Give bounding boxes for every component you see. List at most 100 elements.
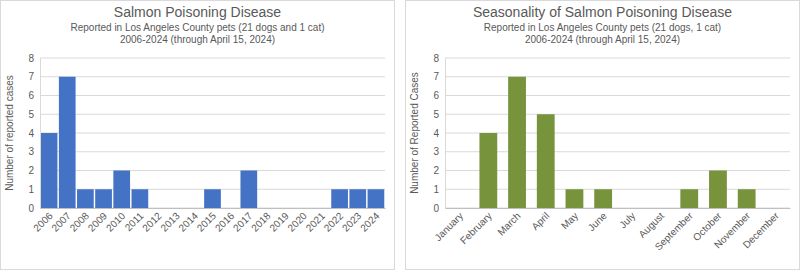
tick-label: 2 (28, 165, 34, 176)
tick: 0 (433, 203, 445, 214)
axis-line (41, 208, 386, 209)
tick: 2014 (176, 210, 200, 234)
bar (680, 189, 698, 208)
bar (41, 133, 58, 208)
tick-label: 7 (433, 71, 439, 82)
bar (566, 189, 584, 208)
tick-label: 2021 (304, 210, 328, 234)
bar (766, 208, 784, 209)
bar (59, 77, 76, 208)
tick: 2019 (267, 210, 291, 234)
tick: May (559, 210, 580, 231)
tick-label: February (458, 210, 494, 246)
bar (113, 171, 130, 209)
tick: 2 (433, 165, 445, 176)
bar (349, 189, 366, 208)
tick: 2008 (68, 210, 92, 234)
tick-label: 3 (433, 146, 439, 157)
bar (186, 208, 203, 209)
chart-title: Seasonality of Salmon Poisoning Disease (473, 4, 732, 20)
bar (331, 189, 348, 208)
x-axis: JanuaryFebruaryMarchAprilMayJuneJulyAugu… (432, 209, 790, 253)
tick: June (586, 210, 609, 233)
tick-label: July (617, 210, 637, 230)
tick-label: December (741, 210, 782, 251)
grid-line (40, 114, 385, 115)
tick-label: 2009 (86, 210, 110, 234)
tick: 2021 (304, 210, 328, 234)
bar (240, 171, 257, 209)
bar (479, 133, 497, 208)
tick-label: 4 (28, 128, 34, 139)
bar (95, 189, 112, 208)
tick: 2012 (140, 210, 164, 234)
plot-area: 0123456782006200720082009201020112012201… (28, 53, 385, 234)
bar (150, 208, 167, 209)
grid-line (40, 76, 385, 77)
tick: February (458, 210, 494, 246)
tick: September (653, 210, 696, 253)
tick: 2020 (285, 210, 309, 234)
tick: 3 (433, 146, 445, 157)
chart-subtitle: Reported in Los Angeles County pets (21 … (484, 22, 721, 33)
tick-label: 2017 (231, 210, 255, 234)
bar (277, 208, 294, 209)
tick: 1 (28, 184, 40, 195)
bar (368, 189, 385, 208)
tick: 6 (433, 90, 445, 101)
canvas: Salmon Poisoning Disease Reported in Los … (0, 0, 800, 270)
bar (168, 208, 185, 209)
tick-label: March (495, 210, 522, 237)
tick: 3 (28, 146, 40, 157)
tick-label: 3 (28, 146, 34, 157)
y-axis: 012345678 (433, 53, 445, 214)
tick: 1 (433, 184, 445, 195)
tick: 2015 (195, 210, 219, 234)
tick: December (741, 210, 782, 251)
grid-line (445, 95, 790, 96)
chart-panel: Salmon Poisoning DiseaseReported in Los … (1, 1, 395, 270)
tick-label: 2022 (322, 210, 346, 234)
grid-line (40, 58, 385, 59)
tick-label: 1 (28, 184, 34, 195)
tick: 2024 (358, 210, 382, 234)
tick: 2016 (213, 210, 237, 234)
grid-line (445, 114, 790, 115)
axis-line (446, 208, 791, 209)
tick-label: 2 (433, 165, 439, 176)
chart-title: Salmon Poisoning Disease (114, 4, 282, 20)
y-axis: 012345678 (28, 53, 40, 214)
tick: 2023 (340, 210, 364, 234)
tick-label: 2007 (49, 210, 73, 234)
bar (77, 189, 94, 208)
tick-label: 4 (433, 128, 439, 139)
tick-label: 2011 (123, 210, 146, 233)
grid-line (40, 170, 385, 171)
tick-label: 2013 (158, 210, 182, 234)
x-axis: 2006200720082009201020112012201320142015… (31, 209, 385, 234)
tick: 2010 (104, 210, 128, 234)
bar (652, 208, 670, 209)
tick: 2 (28, 165, 40, 176)
tick-label: September (653, 210, 696, 253)
tick-label: 2018 (249, 210, 273, 234)
tick-label: 2024 (358, 210, 382, 234)
tick-label: 5 (28, 109, 34, 120)
tick-label: 2015 (195, 210, 219, 234)
grid-line (40, 133, 385, 134)
bar (709, 171, 727, 209)
tick-label: May (559, 210, 580, 231)
grid (40, 58, 385, 208)
bars (479, 77, 755, 208)
tick-label: April (529, 210, 551, 232)
bar (451, 208, 469, 209)
tick-label: 8 (433, 53, 439, 64)
tick-label: 0 (28, 203, 34, 214)
tick: 7 (28, 71, 40, 82)
tick: March (495, 210, 522, 237)
axis-line (40, 59, 41, 209)
chart-frame (406, 1, 800, 270)
tick: 8 (28, 53, 40, 64)
tick: April (529, 210, 551, 232)
chart-subtitle: 2006-2024 (through April 15, 2024) (120, 34, 275, 45)
